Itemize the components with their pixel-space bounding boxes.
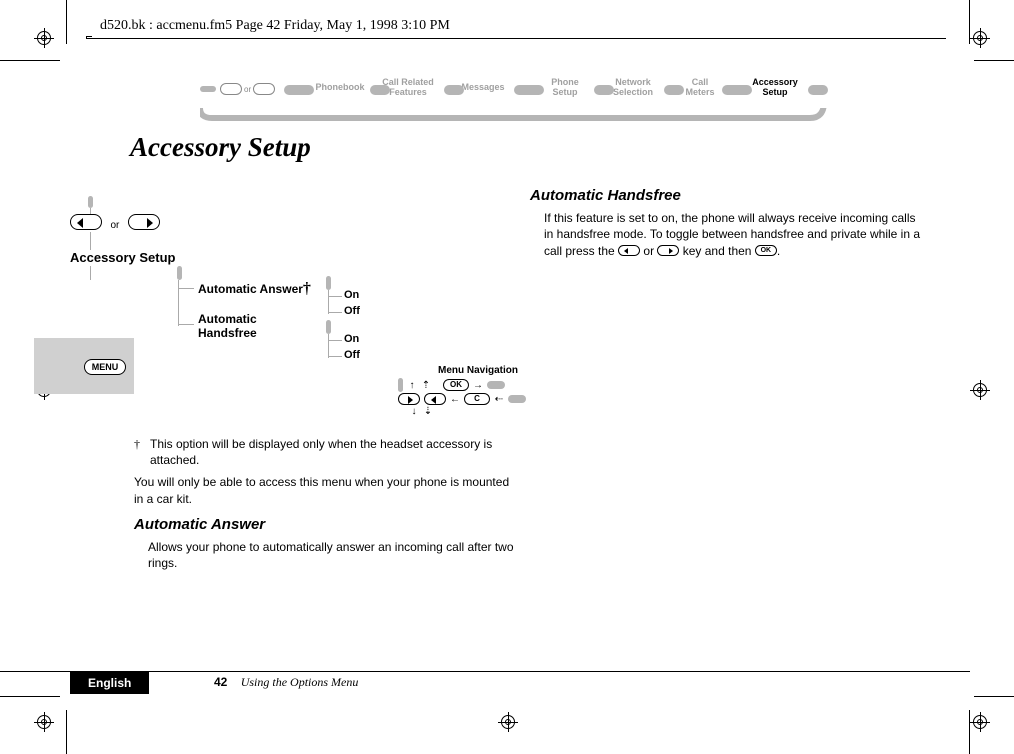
left-key-icon: [424, 393, 446, 405]
footnote-mark: †: [134, 436, 140, 468]
crop-line: [66, 0, 67, 44]
tree-option-off: Off: [344, 349, 360, 361]
subheading-auto-answer: Automatic Answer: [134, 515, 514, 535]
header-corner: [86, 36, 87, 39]
menu-item-callmeters: Call Meters: [680, 77, 720, 97]
pill-icon: [664, 85, 684, 95]
tree-item-auto-handsfree: Automatic: [198, 312, 257, 326]
legend-title: Menu Navigation: [398, 365, 558, 376]
arrow-down-icon: ⇣: [423, 406, 433, 417]
crop-mark: [34, 28, 54, 48]
note-text: You will only be able to access this men…: [134, 474, 514, 506]
subheading-auto-handsfree: Automatic Handsfree: [530, 186, 925, 206]
menu-item-accessory: Accessory Setup: [745, 77, 805, 97]
footer-page: 42 Using the Options Menu: [214, 675, 358, 690]
text-span: or: [643, 244, 657, 258]
right-column: Automatic Handsfree If this feature is s…: [530, 178, 925, 259]
text-span: .: [777, 244, 780, 258]
dagger-icon: †: [303, 280, 311, 297]
crop-line: [0, 696, 60, 697]
crop-mark: [970, 28, 990, 48]
pill-icon: [326, 320, 331, 334]
tree-option-on: On: [344, 289, 359, 301]
pill-icon: [508, 395, 526, 403]
crop-line: [974, 60, 1014, 61]
tree-item-auto-answer: Automatic Answer†: [198, 280, 311, 298]
crop-line: [969, 710, 970, 754]
pill-icon: [88, 196, 93, 208]
pill-icon: [177, 266, 182, 280]
tree-option-on: On: [344, 333, 359, 345]
arrow-up-icon: ↑: [407, 380, 417, 391]
right-key-icon: [253, 83, 275, 95]
pill-icon: [487, 381, 505, 389]
ok-key-icon: OK: [443, 379, 469, 391]
crop-mark: [498, 712, 518, 732]
text-span: key and then: [683, 244, 755, 258]
left-key-icon: [220, 83, 242, 95]
crop-mark: [970, 380, 990, 400]
footnote-text: This option will be displayed only when …: [150, 436, 514, 468]
crop-mark: [970, 712, 990, 732]
left-key-icon: [618, 245, 640, 256]
arrow-down-icon: ↓: [409, 406, 419, 417]
left-key-icon: [70, 214, 102, 230]
crop-line: [0, 60, 60, 61]
crop-mark: [34, 712, 54, 732]
arrow-right-icon: →: [473, 380, 483, 391]
right-key-icon: [657, 245, 679, 256]
pill-icon: [594, 85, 614, 95]
pill-icon: [326, 276, 331, 290]
header-underline: [86, 38, 946, 39]
left-column: † This option will be displayed only whe…: [134, 436, 514, 571]
pill-icon: [370, 85, 390, 95]
pill-icon: [722, 85, 752, 95]
menu-item-phonebook: Phonebook: [310, 82, 370, 92]
footer-language: English: [70, 672, 149, 694]
arrow-left-icon: ←: [450, 394, 460, 405]
auto-answer-text: Allows your phone to automatically answe…: [134, 539, 514, 571]
auto-handsfree-text: If this feature is set to on, the phone …: [530, 210, 925, 259]
page-number: 42: [214, 675, 227, 689]
page-title: Accessory Setup: [130, 132, 311, 163]
tree-item-label: Automatic Answer: [198, 282, 303, 296]
pill-icon: [808, 85, 828, 95]
pill-icon: [514, 85, 544, 95]
menu-item-phonesetup: Phone Setup: [540, 77, 590, 97]
right-key-icon: [128, 214, 160, 230]
menu-underline: [200, 108, 840, 122]
arrow-left-icon: ⇠: [494, 394, 504, 405]
c-key-icon: C: [464, 393, 490, 405]
pill-icon: [284, 85, 314, 95]
tree-option-off: Off: [344, 305, 360, 317]
menu-tree-diagram: or Accessory Setup Automatic Answer† Aut…: [60, 200, 500, 420]
crop-line: [974, 696, 1014, 697]
header-path: d520.bk : accmenu.fm5 Page 42 Friday, Ma…: [100, 18, 450, 34]
chapter-title: Using the Options Menu: [241, 675, 359, 689]
right-key-icon: [398, 393, 420, 405]
tree-item-auto-handsfree-2: Handsfree: [198, 326, 257, 340]
menu-navigation-legend: Menu Navigation ↑ ⇡ OK → ← C ⇠ ↓ ⇣: [398, 365, 558, 418]
tree-root-label: Accessory Setup: [70, 250, 176, 265]
pill-icon: [200, 86, 216, 92]
arrow-up-icon: ⇡: [421, 380, 431, 391]
ok-key-icon: OK: [755, 245, 777, 256]
or-label: or: [110, 220, 119, 231]
pill-icon: [444, 85, 464, 95]
crop-line: [66, 710, 67, 754]
pill-icon: [398, 378, 403, 392]
or-label: or: [244, 85, 251, 94]
menu-bar: Phonebook Call Related Features Messages…: [200, 78, 840, 120]
crop-line: [969, 0, 970, 44]
